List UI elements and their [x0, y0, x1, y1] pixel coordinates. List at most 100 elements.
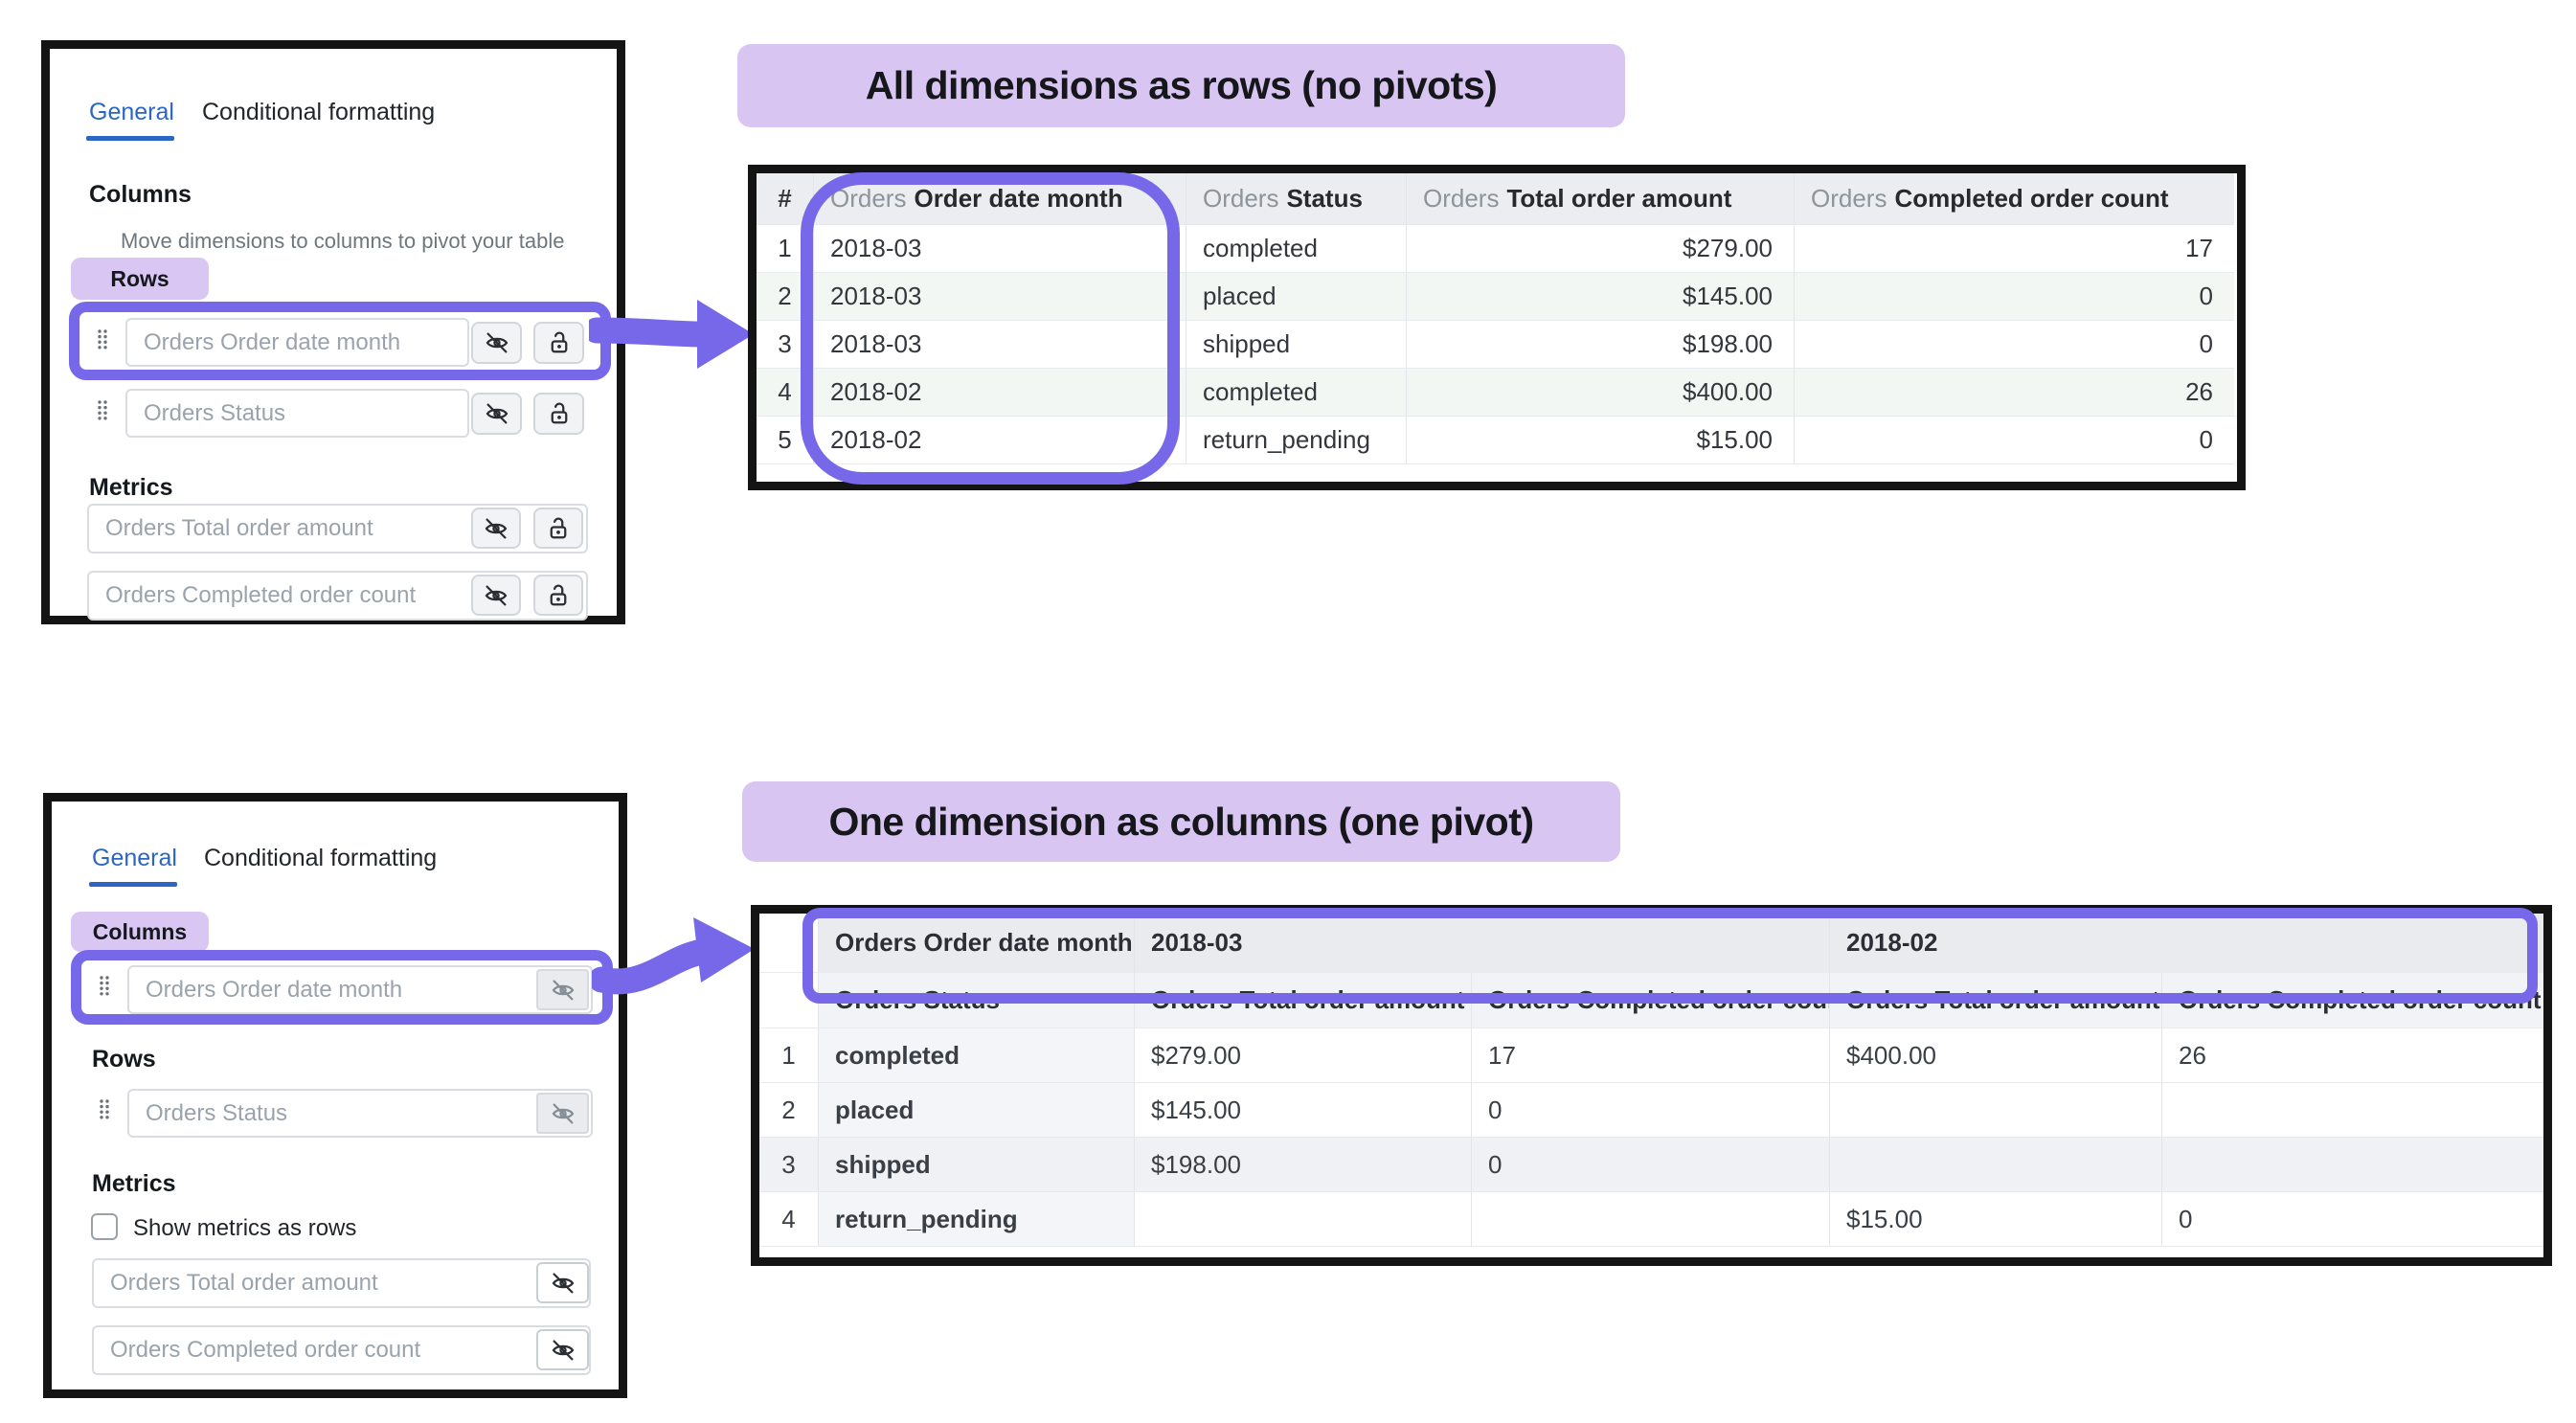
count-cell: 0 — [1472, 1138, 1830, 1192]
count-cell: 0 — [1795, 321, 2234, 369]
header-cell: Orders Completed order count — [1472, 973, 1830, 1028]
eye-off-icon[interactable] — [536, 1262, 589, 1303]
row-number-cell: 4 — [757, 369, 814, 417]
table-header-row: # Orders Order date month Orders Status … — [757, 173, 2237, 225]
field-label: Orders Status — [146, 1099, 288, 1126]
table-row: 5 2018-02 return_pending $15.00 0 — [757, 417, 2237, 464]
eye-off-icon[interactable] — [536, 1093, 589, 1134]
status-cell: return_pending — [1186, 417, 1407, 464]
amount-cell: $15.00 — [1407, 417, 1795, 464]
field-orders-status[interactable]: Orders Status — [127, 1089, 593, 1138]
count-cell: 17 — [1472, 1028, 1830, 1083]
tab-conditional-formatting[interactable]: Conditional formatting — [204, 845, 438, 871]
amount-cell: $400.00 — [1830, 1028, 2162, 1083]
table-row: 1 completed $279.00 17 $400.00 26 — [759, 1028, 2543, 1083]
pivot-group-cell: 2018-03 — [1135, 914, 1830, 973]
row-number-cell: 2 — [757, 273, 814, 321]
header-cell: Orders Total order amount — [1407, 173, 1795, 225]
header-cell: Orders Total order amount — [1830, 973, 2162, 1028]
header-cell: Orders Completed order count — [2162, 973, 2543, 1028]
header-cell: Orders Total order amount — [1135, 973, 1472, 1028]
section1-title-badge: All dimensions as rows (no pivots) — [737, 44, 1625, 127]
eye-off-icon[interactable] — [536, 1329, 589, 1370]
date-cell: 2018-03 — [814, 225, 1186, 273]
header-prefix: Orders — [1811, 184, 1887, 213]
header-cell: Orders Status — [1186, 173, 1407, 225]
amount-cell — [1830, 1083, 2162, 1138]
eye-off-icon[interactable] — [471, 322, 522, 364]
amount-cell — [1135, 1192, 1472, 1247]
eye-off-icon[interactable] — [471, 575, 521, 616]
columns-badge: Columns — [71, 912, 209, 952]
amount-cell: $400.00 — [1407, 369, 1795, 417]
tab-conditional-formatting[interactable]: Conditional formatting — [202, 99, 436, 125]
results-table-no-pivot: # Orders Order date month Orders Status … — [748, 165, 2246, 490]
drag-handle-icon[interactable] — [98, 975, 111, 1002]
columns-hint: Move dimensions to columns to pivot your… — [121, 229, 565, 253]
table-row: 4 return_pending $15.00 0 — [759, 1192, 2543, 1247]
show-metrics-as-rows-checkbox[interactable] — [91, 1213, 118, 1240]
blank-cell — [759, 973, 819, 1028]
header-prefix: Orders — [1423, 184, 1500, 213]
field-label: Orders Total order amount — [105, 515, 373, 541]
field-order-date-month[interactable]: Orders Order date month — [127, 965, 593, 1014]
lock-open-icon[interactable] — [533, 322, 584, 364]
field-orders-status[interactable]: Orders Status — [125, 389, 469, 438]
header-name: Completed order count — [1894, 184, 2169, 213]
count-cell: 0 — [1795, 273, 2234, 321]
eye-off-icon[interactable] — [471, 393, 522, 435]
drag-handle-icon[interactable] — [96, 328, 109, 355]
eye-off-icon[interactable] — [471, 508, 521, 549]
eye-off-icon[interactable] — [536, 969, 589, 1010]
lock-open-icon[interactable] — [533, 393, 584, 435]
metric-total-order-amount[interactable]: Orders Total order amount — [92, 1258, 591, 1308]
field-label: Orders Order date month — [144, 328, 401, 355]
lock-open-icon[interactable] — [533, 508, 583, 549]
field-label: Orders Completed order count — [110, 1337, 421, 1363]
count-cell: 0 — [1472, 1083, 1830, 1138]
field-order-date-month[interactable]: Orders Order date month — [125, 318, 469, 367]
blank-cell — [759, 914, 819, 973]
amount-cell: $198.00 — [1135, 1138, 1472, 1192]
index-header-cell: # — [757, 173, 814, 225]
metric-completed-order-count[interactable]: Orders Completed order count — [92, 1325, 591, 1375]
amount-cell: $145.00 — [1135, 1083, 1472, 1138]
drag-handle-icon[interactable] — [96, 399, 109, 426]
row-number-cell: 3 — [759, 1138, 819, 1192]
tab-general-underline — [86, 136, 174, 141]
pivot-dimension-label-cell: Orders Order date month — [819, 914, 1135, 973]
count-cell: 26 — [1795, 369, 2234, 417]
count-cell: 17 — [1795, 225, 2234, 273]
metrics-heading: Metrics — [89, 474, 173, 501]
pivot-group-cell: 2018-02 — [1830, 914, 2543, 973]
columns-heading: Columns — [89, 181, 192, 208]
row-number-cell: 1 — [757, 225, 814, 273]
metrics-heading: Metrics — [92, 1170, 176, 1197]
field-label: Orders Completed order count — [105, 582, 417, 608]
header-cell: Orders Status — [819, 973, 1135, 1028]
tab-general[interactable]: General — [89, 99, 174, 125]
field-label: Orders Total order amount — [110, 1270, 378, 1296]
header-name: Status — [1286, 184, 1363, 213]
amount-cell: $145.00 — [1407, 273, 1795, 321]
count-cell: 0 — [2162, 1192, 2543, 1247]
date-cell: 2018-03 — [814, 273, 1186, 321]
date-cell: 2018-02 — [814, 417, 1186, 464]
rows-badge: Rows — [71, 258, 209, 300]
status-cell: completed — [1186, 369, 1407, 417]
table-row: 1 2018-03 completed $279.00 17 — [757, 225, 2237, 273]
header-cell: Orders Completed order count — [1795, 173, 2234, 225]
show-metrics-as-rows-label: Show metrics as rows — [133, 1215, 357, 1241]
tab-general[interactable]: General — [92, 845, 177, 871]
status-cell: placed — [1186, 273, 1407, 321]
table-row: 3 2018-03 shipped $198.00 0 — [757, 321, 2237, 369]
lock-open-icon[interactable] — [533, 575, 583, 616]
amount-cell: $15.00 — [1830, 1192, 2162, 1247]
count-cell: 26 — [2162, 1028, 2543, 1083]
status-cell: shipped — [819, 1138, 1135, 1192]
pivot-header-row: Orders Order date month 2018-03 2018-02 — [759, 914, 2543, 973]
drag-handle-icon[interactable] — [98, 1098, 111, 1125]
date-cell: 2018-03 — [814, 321, 1186, 369]
field-label: Orders Order date month — [146, 976, 403, 1003]
